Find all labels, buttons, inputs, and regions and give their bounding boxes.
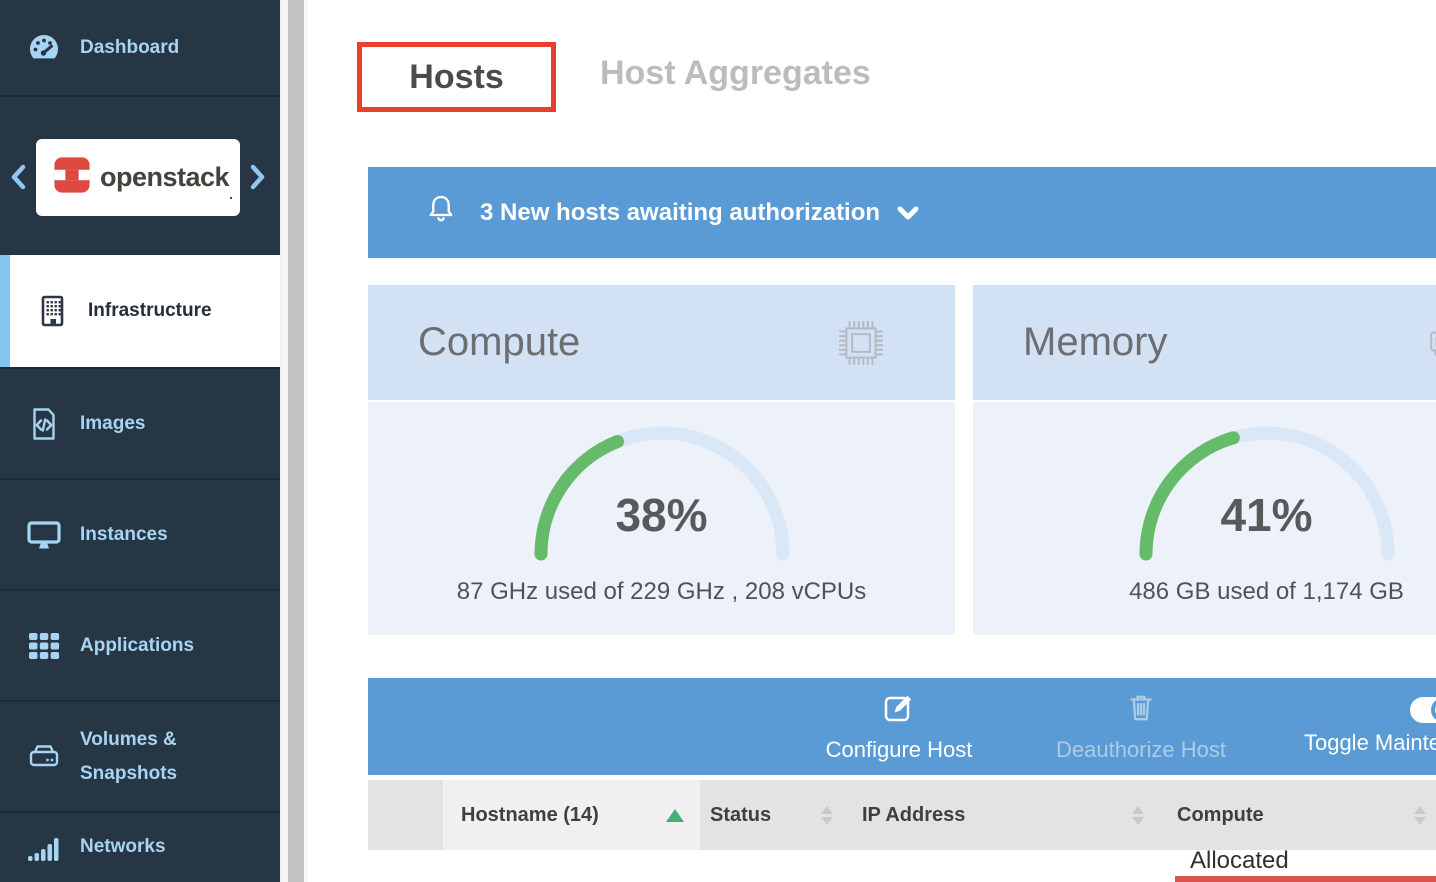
- compute-column-label: Compute: [1177, 803, 1264, 826]
- cpu-chip-icon: [836, 318, 886, 373]
- monitor-icon: [22, 517, 66, 553]
- hosts-table-header: Hostname (14) Status IP Address Compute: [368, 780, 1436, 850]
- status-column-label: Status: [710, 803, 772, 826]
- openstack-logo: openstack .: [36, 139, 240, 216]
- sort-icon: [1414, 805, 1426, 825]
- openstack-logo-mark: [53, 156, 91, 199]
- tab-hosts[interactable]: Hosts: [409, 57, 504, 96]
- host-actions-toolbar: Configure Host Deauthorize Host Toggle M…: [368, 678, 1436, 775]
- memory-card-body: 41% 486 GB used of 1,174 GB: [973, 402, 1436, 635]
- annotation-box-hosts: Hosts: [357, 42, 556, 112]
- hostname-column-label: Hostname (14): [461, 803, 599, 826]
- memory-percent: 41%: [1220, 489, 1313, 541]
- trash-icon: [1124, 690, 1158, 730]
- sidebar-item-label: Networks: [80, 835, 166, 857]
- toggle-maintenance-mode-button[interactable]: Toggle Maintenance Mode: [1298, 678, 1436, 775]
- notification-text: 3 New hosts awaiting authorization: [480, 198, 881, 226]
- sidebar-item-applications[interactable]: Applications: [0, 589, 280, 700]
- sidebar-item-label: Images: [80, 412, 146, 434]
- memory-caption: 486 GB used of 1,174 GB: [1129, 578, 1404, 605]
- column-header-status[interactable]: Status: [700, 780, 845, 850]
- annotation-line: [1175, 876, 1436, 882]
- sidebar-item-instances[interactable]: Instances: [0, 478, 280, 589]
- sidebar: Dashboard openstack .: [0, 0, 280, 882]
- memory-card-header: Memory: [973, 285, 1436, 400]
- toggle-icon: [1410, 697, 1436, 723]
- chevron-down-icon[interactable]: [894, 201, 922, 225]
- memory-usage-card: Memory 41% 486 GB used of 1,174 GB: [973, 285, 1436, 635]
- memory-gauge: [1139, 426, 1394, 561]
- compute-percent: 38%: [615, 489, 708, 541]
- deauthorize-host-button[interactable]: Deauthorize Host: [1016, 678, 1266, 775]
- scrollbar-thumb[interactable]: [288, 0, 304, 882]
- compute-card-body: 38% 87 GHz used of 229 GHz , 208 vCPUs: [368, 402, 955, 635]
- configure-host-button[interactable]: Configure Host: [779, 678, 1019, 775]
- edit-icon: [881, 690, 917, 730]
- dashboard-gauge-icon: [22, 30, 66, 66]
- bell-icon: [424, 192, 458, 233]
- tab-host-aggregates[interactable]: Host Aggregates: [600, 54, 871, 92]
- sort-ascending-icon: [666, 808, 684, 822]
- sidebar-item-label: Volumes & Snapshots: [80, 729, 178, 784]
- openstack-logo-trademark-dot: .: [229, 186, 233, 202]
- sidebar-item-dashboard[interactable]: Dashboard: [0, 0, 280, 95]
- sort-icon: [821, 805, 833, 825]
- column-header-ip-address[interactable]: IP Address: [845, 780, 1160, 850]
- toggle-maintenance-label: Toggle Maintenance Mode: [1303, 730, 1436, 755]
- vertical-scrollbar[interactable]: [280, 0, 308, 882]
- subcolumn-header-allocated: Allocated: [1190, 847, 1289, 874]
- compute-caption: 87 GHz used of 229 GHz , 208 vCPUs: [456, 578, 867, 605]
- file-code-icon: [22, 406, 66, 442]
- sidebar-item-label: Dashboard: [80, 36, 180, 58]
- compute-card-title: Compute: [418, 320, 581, 364]
- notification-banner[interactable]: 3 New hosts awaiting authorization: [368, 167, 1436, 258]
- select-column-header: [368, 780, 443, 850]
- grid-icon: [22, 630, 66, 662]
- ip-address-column-label: IP Address: [862, 803, 966, 826]
- signal-bars-icon: [22, 829, 66, 865]
- sidebar-item-networks[interactable]: Networks: [0, 811, 280, 880]
- sidebar-item-label: Infrastructure: [88, 300, 212, 322]
- sidebar-item-label: Applications: [80, 634, 195, 656]
- sidebar-item-label: Instances: [80, 523, 168, 545]
- memory-card-title: Memory: [1023, 320, 1168, 364]
- sort-icon: [1132, 805, 1144, 825]
- sidebar-item-infrastructure[interactable]: Infrastructure: [0, 255, 280, 367]
- compute-card-header: Compute: [368, 285, 955, 400]
- drive-icon: [22, 739, 66, 775]
- deauthorize-host-label: Deauthorize Host: [1056, 737, 1226, 762]
- chevron-left-icon[interactable]: [6, 159, 30, 195]
- column-header-compute[interactable]: Compute: [1160, 780, 1436, 850]
- building-icon: [30, 293, 74, 329]
- sidebar-item-images[interactable]: Images: [0, 367, 280, 478]
- configure-host-label: Configure Host: [825, 737, 973, 762]
- compute-usage-card: Compute 38% 87 GHz used of 229 GHz , 208…: [368, 285, 955, 635]
- sidebar-logo-section: openstack .: [0, 95, 280, 255]
- compute-gauge: [534, 426, 789, 561]
- memory-chip-icon: [1425, 318, 1436, 373]
- openstack-logo-text: openstack: [100, 162, 230, 192]
- sidebar-item-volumes-snapshots[interactable]: Volumes & Snapshots: [0, 700, 280, 811]
- chevron-right-icon[interactable]: [246, 159, 270, 195]
- column-header-hostname[interactable]: Hostname (14): [443, 780, 700, 850]
